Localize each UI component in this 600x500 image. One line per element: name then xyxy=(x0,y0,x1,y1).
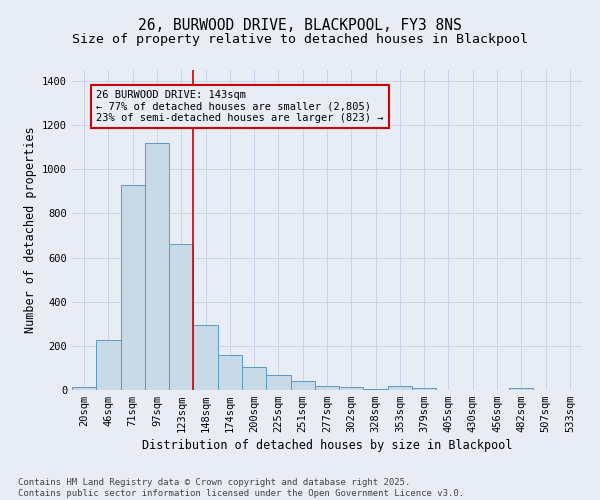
Bar xyxy=(364,388,388,390)
Bar xyxy=(242,367,266,390)
Bar xyxy=(412,388,436,390)
Bar xyxy=(509,388,533,390)
Text: Size of property relative to detached houses in Blackpool: Size of property relative to detached ho… xyxy=(72,32,528,46)
Y-axis label: Number of detached properties: Number of detached properties xyxy=(23,126,37,334)
Bar xyxy=(72,386,96,390)
Bar xyxy=(218,354,242,390)
Bar xyxy=(266,375,290,390)
Text: 26, BURWOOD DRIVE, BLACKPOOL, FY3 8NS: 26, BURWOOD DRIVE, BLACKPOOL, FY3 8NS xyxy=(138,18,462,32)
Text: 26 BURWOOD DRIVE: 143sqm
← 77% of detached houses are smaller (2,805)
23% of sem: 26 BURWOOD DRIVE: 143sqm ← 77% of detach… xyxy=(96,90,384,123)
Bar xyxy=(315,386,339,390)
Bar xyxy=(193,325,218,390)
Bar xyxy=(290,380,315,390)
Bar xyxy=(339,387,364,390)
Bar xyxy=(121,185,145,390)
Bar xyxy=(96,340,121,390)
X-axis label: Distribution of detached houses by size in Blackpool: Distribution of detached houses by size … xyxy=(142,440,512,452)
Text: Contains HM Land Registry data © Crown copyright and database right 2025.
Contai: Contains HM Land Registry data © Crown c… xyxy=(18,478,464,498)
Bar xyxy=(145,143,169,390)
Bar xyxy=(388,386,412,390)
Bar xyxy=(169,244,193,390)
